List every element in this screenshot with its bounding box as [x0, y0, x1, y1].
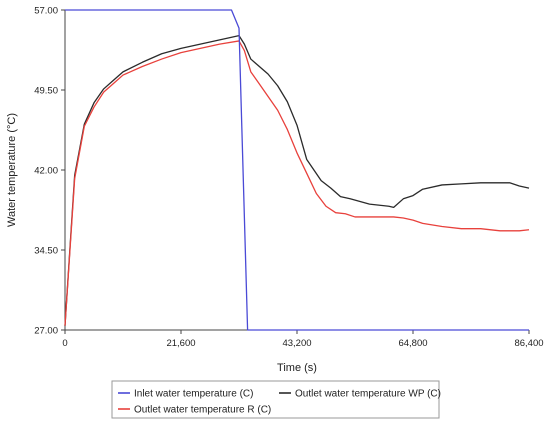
legend: Inlet water temperature (C) Outlet water …	[111, 380, 441, 419]
x-axis-title: Time (s)	[277, 362, 317, 374]
plot-area: 27.00 34.50 42.00 49.50 57.00 0 21,600 43,200 64…	[34, 6, 543, 350]
y-tick-label: 34.50	[34, 246, 58, 257]
series-layer	[64, 9, 530, 331]
x-tick-label: 21,600	[166, 338, 195, 349]
legend-box	[111, 380, 440, 419]
x-tick-label: 0	[62, 338, 67, 349]
y-tick-label: 27.00	[34, 326, 58, 337]
y-tick-label: 42.00	[34, 166, 58, 177]
series-line-3	[64, 40, 530, 326]
y-tick-label: 49.50	[34, 86, 58, 97]
x-tick-label: 43,200	[282, 338, 311, 349]
x-tick-label: 86,400	[514, 338, 543, 349]
legend-entries: Inlet water temperature (C) Outlet water …	[118, 389, 441, 416]
series-line-2	[64, 34, 530, 326]
y-axis-title: Water temperature (°C)	[6, 113, 18, 227]
axis-ticks: 27.00 34.50 42.00 49.50 57.00 0 21,600 43,200 64…	[34, 6, 543, 350]
y-tick-label: 57.00	[34, 6, 58, 17]
legend-label: Outlet water temperature WP (C)	[295, 389, 441, 400]
legend-label: Outlet water temperature R (C)	[134, 405, 271, 416]
series-line-1	[65, 9, 529, 331]
legend-label: Inlet water temperature (C)	[134, 389, 254, 400]
x-tick-label: 64,800	[398, 338, 427, 349]
